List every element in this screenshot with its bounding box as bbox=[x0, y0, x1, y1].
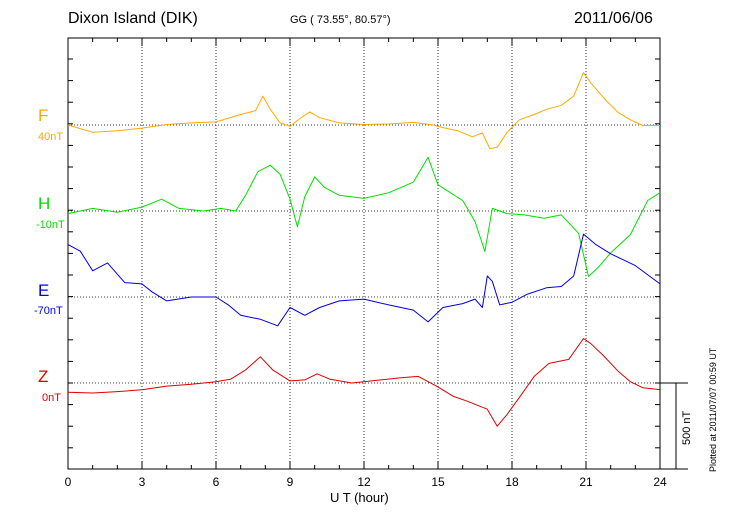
x-tick-label: 0 bbox=[65, 475, 72, 489]
scale-bar-label: 500 nT bbox=[681, 410, 693, 445]
x-tick-label: 15 bbox=[431, 475, 445, 489]
baseline-label-e: -70nT bbox=[34, 305, 63, 317]
station-coords: GG ( 73.55°, 80.57°) bbox=[290, 14, 391, 26]
baseline-label-f: 40nT bbox=[38, 131, 64, 143]
series-label-f: F bbox=[38, 106, 49, 125]
chart-date: 2011/06/06 bbox=[574, 10, 653, 27]
x-tick-label: 3 bbox=[139, 475, 146, 489]
series-label-e: E bbox=[38, 281, 50, 300]
series-line-f bbox=[67, 72, 660, 150]
x-tick-label: 6 bbox=[213, 475, 220, 489]
x-tick-label: 12 bbox=[357, 475, 371, 489]
series-label-h: H bbox=[38, 194, 51, 213]
series-line-z bbox=[67, 338, 661, 427]
series-line-h bbox=[67, 156, 661, 277]
x-axis-label: U T (hour) bbox=[330, 490, 389, 505]
station-title: Dixon Island (DIK) bbox=[68, 10, 198, 27]
x-tick-label: 9 bbox=[287, 475, 294, 489]
x-tick-label: 18 bbox=[505, 475, 519, 489]
x-tick-label: 24 bbox=[653, 475, 667, 489]
baseline-label-h: -10nT bbox=[36, 219, 65, 231]
series-line-e bbox=[67, 233, 661, 327]
series-label-z: Z bbox=[38, 367, 49, 386]
baseline-label-z: 0nT bbox=[42, 392, 61, 404]
x-tick-label: 21 bbox=[579, 475, 593, 489]
